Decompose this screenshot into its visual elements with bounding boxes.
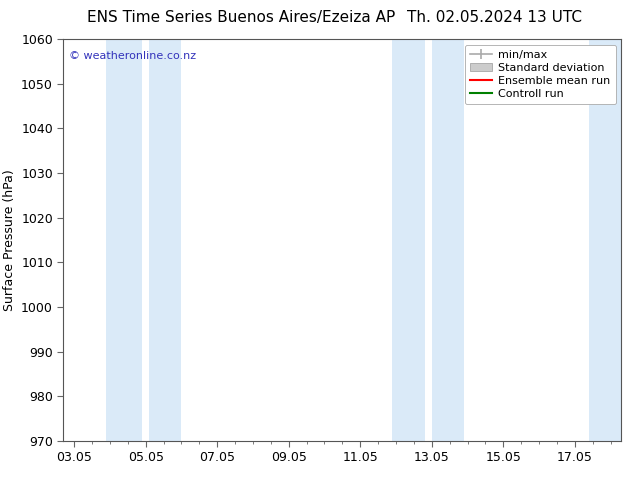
Bar — [107, 39, 142, 441]
Bar — [589, 39, 621, 441]
Bar — [432, 39, 464, 441]
Legend: min/max, Standard deviation, Ensemble mean run, Controll run: min/max, Standard deviation, Ensemble me… — [465, 45, 616, 104]
Text: © weatheronline.co.nz: © weatheronline.co.nz — [69, 51, 196, 61]
Text: Th. 02.05.2024 13 UTC: Th. 02.05.2024 13 UTC — [407, 10, 582, 24]
Bar — [149, 39, 181, 441]
Bar — [392, 39, 425, 441]
Text: ENS Time Series Buenos Aires/Ezeiza AP: ENS Time Series Buenos Aires/Ezeiza AP — [87, 10, 395, 24]
Y-axis label: Surface Pressure (hPa): Surface Pressure (hPa) — [3, 169, 16, 311]
